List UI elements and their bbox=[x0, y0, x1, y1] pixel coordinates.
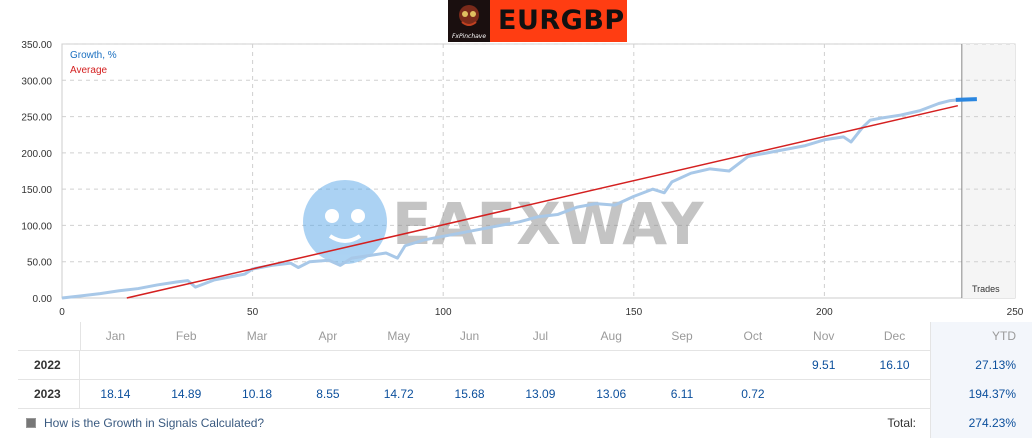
month-value bbox=[434, 350, 505, 379]
y-tick-label: 350.00 bbox=[21, 40, 52, 51]
growth-calc-link-text: How is the Growth in Signals Calculated? bbox=[44, 416, 265, 430]
month-value bbox=[647, 350, 718, 379]
table-footer-row: How is the Growth in Signals Calculated?… bbox=[18, 408, 1032, 438]
year-label: 2023 bbox=[18, 379, 80, 408]
month-header-may: May bbox=[387, 329, 411, 343]
ytd-value: 27.13% bbox=[930, 350, 1032, 379]
trades-area bbox=[961, 44, 1015, 298]
ytd-header: YTD bbox=[930, 322, 1032, 350]
y-tick-label: 0.00 bbox=[33, 294, 53, 305]
month-header-nov: Nov bbox=[813, 329, 835, 343]
logo-title: EURGBP bbox=[498, 5, 625, 36]
month-value bbox=[292, 350, 363, 379]
watermark-robot-icon bbox=[303, 180, 387, 264]
y-tick-label: 250.00 bbox=[21, 113, 52, 124]
y-tick-label: 150.00 bbox=[21, 185, 52, 196]
month-value[interactable]: 9.51 bbox=[812, 357, 836, 372]
ytd-value: 194.37% bbox=[930, 379, 1032, 408]
month-value bbox=[505, 350, 576, 379]
year-header-cell bbox=[18, 322, 81, 350]
month-header-mar: Mar bbox=[246, 329, 268, 343]
table-row: 2022 9.51 16.10 27.13% bbox=[18, 350, 1032, 380]
plot-frame bbox=[61, 43, 1016, 299]
y-tick-label: 300.00 bbox=[21, 76, 52, 87]
growth-calc-link[interactable]: How is the Growth in Signals Calculated? bbox=[26, 408, 264, 438]
x-tick-label: 100 bbox=[435, 307, 452, 318]
total-value: 274.23% bbox=[930, 408, 1032, 438]
logo-image: FxPinchave bbox=[448, 0, 490, 42]
month-value bbox=[363, 350, 434, 379]
x-tick-label: 0 bbox=[59, 307, 65, 318]
chart-axes: 0.00 50.00 100.00 150.00 200.00 250.00 300.00 3… bbox=[21, 40, 1023, 318]
table-row: 2023 18.14 14.89 10.18 8.55 14.72 15.68 13.09 13… bbox=[18, 379, 1032, 409]
month-value bbox=[576, 350, 647, 379]
chart-grid bbox=[61, 43, 1016, 299]
month-value bbox=[80, 350, 151, 379]
month-value bbox=[717, 350, 788, 379]
x-tick-label: 150 bbox=[625, 307, 642, 318]
month-value[interactable]: 15.68 bbox=[454, 386, 485, 401]
total-label: Total: bbox=[887, 416, 916, 430]
month-value[interactable]: 14.72 bbox=[383, 386, 414, 401]
chart-legend: Growth, % Average bbox=[70, 50, 117, 76]
month-header-jan: Jan bbox=[105, 329, 126, 343]
legend-average: Average bbox=[70, 65, 108, 76]
month-value[interactable]: 18.14 bbox=[100, 386, 131, 401]
table-header-row: Jan Feb Mar Apr May Jun Jul Aug Sep Oct Nov Dec YTD bbox=[18, 322, 1032, 351]
x-tick-label: 200 bbox=[816, 307, 833, 318]
month-value bbox=[859, 379, 930, 408]
logo-badge: FxPinchave EURGBP bbox=[448, 0, 627, 42]
growth-series-end bbox=[955, 97, 977, 102]
month-value[interactable]: 6.11 bbox=[670, 386, 694, 401]
month-header-dec: Dec bbox=[883, 329, 906, 343]
year-label: 2022 bbox=[18, 350, 80, 379]
logo-caption: FxPinchave bbox=[452, 33, 486, 40]
month-value bbox=[788, 379, 859, 408]
month-value[interactable]: 14.89 bbox=[171, 386, 202, 401]
growth-series-line bbox=[61, 98, 958, 300]
trades-label: Trades bbox=[972, 284, 1000, 294]
month-value bbox=[222, 350, 293, 379]
month-value[interactable]: 8.55 bbox=[316, 386, 340, 401]
monthly-growth-table: Jan Feb Mar Apr May Jun Jul Aug Sep Oct Nov Dec YTD … bbox=[18, 322, 1032, 440]
month-header-aug: Aug bbox=[600, 329, 622, 343]
month-value[interactable]: 13.09 bbox=[525, 386, 556, 401]
growth-chart: EAFXWAY 0.0050.00100.00150.00200.00250.0… bbox=[21, 40, 1023, 318]
month-value[interactable]: 13.06 bbox=[596, 386, 627, 401]
month-value[interactable]: 10.18 bbox=[242, 386, 273, 401]
month-value[interactable]: 0.72 bbox=[741, 386, 765, 401]
month-header-jul: Jul bbox=[532, 329, 549, 343]
month-value[interactable]: 16.10 bbox=[879, 357, 910, 372]
x-tick-label: 250 bbox=[1007, 307, 1024, 318]
month-header-jun: Jun bbox=[459, 329, 480, 343]
y-tick-label: 100.00 bbox=[21, 221, 52, 232]
expand-icon bbox=[26, 418, 36, 428]
average-series-line bbox=[126, 104, 958, 299]
month-header-apr: Apr bbox=[318, 329, 338, 343]
y-tick-label: 50.00 bbox=[27, 258, 52, 269]
chart-series bbox=[61, 97, 977, 300]
month-header-feb: Feb bbox=[175, 329, 197, 343]
y-tick-label: 200.00 bbox=[21, 149, 52, 160]
month-header-sep: Sep bbox=[671, 329, 693, 343]
legend-growth: Growth, % bbox=[70, 50, 117, 61]
x-tick-label: 50 bbox=[247, 307, 259, 318]
month-value bbox=[151, 350, 222, 379]
skull-logo-icon: FxPinchave bbox=[448, 0, 490, 42]
month-header-oct: Oct bbox=[743, 329, 763, 343]
